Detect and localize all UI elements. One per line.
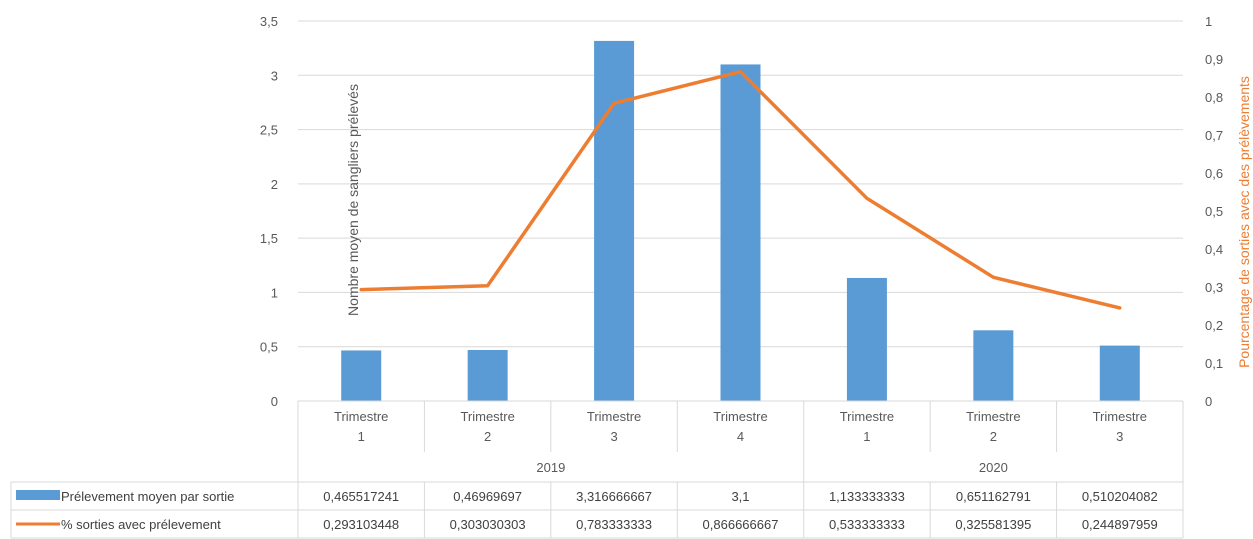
- right-tick-label: 0,2: [1205, 318, 1223, 333]
- category-label: Trimestre: [460, 409, 514, 424]
- category-label: 2: [990, 429, 997, 444]
- data-table: Trimestre 1 Trimestre 2 Trimestre 3 Trimestre 4…: [10, 400, 1184, 539]
- right-tick-label: 0,6: [1205, 166, 1223, 181]
- left-tick-label: 3: [271, 68, 278, 83]
- bar: [846, 277, 887, 401]
- left-axis-title: Nombre moyen de sangliers prélevés: [345, 84, 361, 316]
- category-label: 3: [1116, 429, 1123, 444]
- table-value: 1,133333333: [829, 489, 905, 504]
- legend-label: % sorties avec prélevement: [61, 517, 221, 532]
- table-value: 0,510204082: [1082, 489, 1158, 504]
- table-value: 0,303030303: [450, 517, 526, 532]
- left-tick-label: 0,5: [260, 340, 278, 355]
- right-tick-label: 1: [1205, 14, 1212, 29]
- bar: [1099, 345, 1140, 401]
- table-value: 0,783333333: [576, 517, 652, 532]
- category-label: 2: [484, 429, 491, 444]
- category-label: Trimestre: [713, 409, 767, 424]
- right-tick-label: 0,8: [1205, 90, 1223, 105]
- category-label: Trimestre: [334, 409, 388, 424]
- line-series: [359, 69, 1122, 310]
- right-axis-title: Pourcentage de sorties avec des prélèvem…: [1236, 76, 1252, 368]
- left-tick-label: 3,5: [260, 14, 278, 29]
- bar: [973, 330, 1014, 401]
- left-tick-label: 2,5: [260, 123, 278, 138]
- right-tick-label: 0,7: [1205, 128, 1223, 143]
- category-label: 1: [358, 429, 365, 444]
- bar: [720, 64, 761, 401]
- right-axis-ticks: 0 0,1 0,2 0,3 0,4 0,5 0,6 0,7 0,8 0,9 1: [1205, 14, 1223, 409]
- bar: [467, 350, 508, 401]
- category-label: Trimestre: [840, 409, 894, 424]
- right-tick-label: 0,1: [1205, 356, 1223, 371]
- table-value: 0,293103448: [323, 517, 399, 532]
- right-tick-label: 0,4: [1205, 242, 1223, 257]
- table-value: 0,465517241: [323, 489, 399, 504]
- table-value: 3,316666667: [576, 489, 652, 504]
- legend-key-bar: [16, 490, 60, 500]
- group-label: 2020: [979, 460, 1008, 475]
- table-value: 0,651162791: [956, 489, 1031, 504]
- table-value: 0,533333333: [829, 517, 905, 532]
- bar: [594, 40, 635, 402]
- legend-label: Prélevement moyen par sortie: [61, 489, 234, 504]
- left-tick-label: 2: [271, 177, 278, 192]
- table-value: 3,1: [731, 489, 749, 504]
- right-tick-label: 0,9: [1205, 52, 1223, 67]
- left-tick-label: 1: [271, 285, 278, 300]
- left-tick-label: 0: [271, 394, 278, 409]
- bar-series: [341, 40, 1140, 402]
- table-value: 0,244897959: [1082, 517, 1158, 532]
- right-tick-label: 0: [1205, 394, 1212, 409]
- group-label: 2019: [536, 460, 565, 475]
- right-tick-label: 0,3: [1205, 280, 1223, 295]
- category-label: 4: [737, 429, 744, 444]
- category-label: 3: [610, 429, 617, 444]
- category-label: Trimestre: [966, 409, 1020, 424]
- bar: [341, 350, 382, 401]
- category-label: Trimestre: [1093, 409, 1147, 424]
- table-value: 0,46969697: [453, 489, 522, 504]
- right-tick-label: 0,5: [1205, 204, 1223, 219]
- table-value: 0,866666667: [703, 517, 779, 532]
- left-axis-ticks: 0 0,5 1 1,5 2 2,5 3 3,5: [260, 14, 278, 409]
- category-label: Trimestre: [587, 409, 641, 424]
- category-label: 1: [863, 429, 870, 444]
- series-line: [359, 69, 1122, 310]
- left-tick-label: 1,5: [260, 231, 278, 246]
- table-value: 0,325581395: [955, 517, 1031, 532]
